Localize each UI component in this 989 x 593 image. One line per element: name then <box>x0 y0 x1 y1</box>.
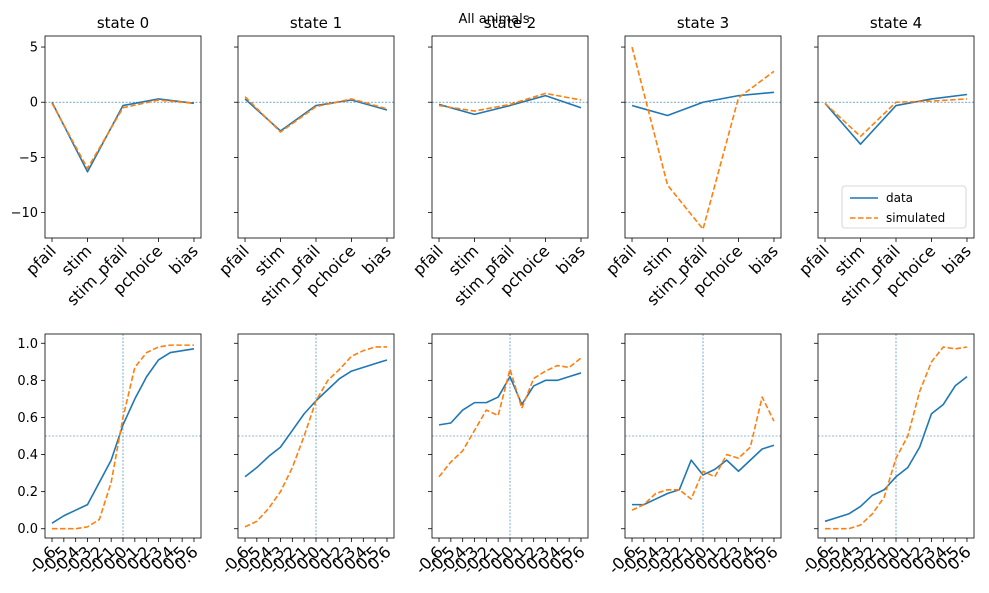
axes-frame <box>431 35 589 239</box>
series-line-simulated <box>825 346 968 530</box>
series-line-simulated <box>631 396 775 511</box>
series-line-simulated <box>438 357 582 478</box>
series-line-data <box>632 444 775 506</box>
x-tick-label: bias <box>938 241 975 278</box>
series-line-data <box>438 372 582 426</box>
panel-title: state 1 <box>290 14 342 32</box>
axes-frame <box>237 35 395 239</box>
y-tick-label: 0.6 <box>17 411 38 426</box>
axes-frame <box>44 35 202 239</box>
series-line-simulated <box>244 96 388 133</box>
psychometric-panel-state-3: -0.6-0.5-0.4-0.3-0.2-0.10.00.10.20.30.40… <box>604 333 782 578</box>
figure-title: All animals <box>458 12 529 27</box>
weights-panel-state-4: state 4pfailstimstim_pfailpchoicebiasdat… <box>795 14 975 310</box>
psychometric-panel-state-0: 1.00.80.60.40.20.0-0.6-0.5-0.4-0.3-0.2-0… <box>17 333 202 578</box>
weights-panel-state-0: state 050−5−10pfailstimstim_pfailpchoice… <box>11 14 202 310</box>
series-line-simulated <box>631 46 775 230</box>
y-tick-label: −5 <box>19 151 38 166</box>
series-line-simulated <box>52 344 194 530</box>
legend-box <box>841 185 967 229</box>
series-line-simulated <box>244 346 387 528</box>
x-tick-label: bias <box>745 241 782 278</box>
y-tick-label: 1.0 <box>17 337 38 352</box>
series-line-data <box>631 91 775 117</box>
panel-title: state 2 <box>484 14 536 32</box>
x-tick-label: pfail <box>602 241 640 279</box>
y-tick-label: −10 <box>11 206 38 221</box>
panel-title: state 0 <box>97 14 149 32</box>
legend-label-simulated: simulated <box>886 211 945 225</box>
series-line-simulated <box>51 99 195 170</box>
series-line-simulated <box>824 98 968 138</box>
x-tick-label: bias <box>165 241 202 278</box>
y-tick-label: 0.8 <box>17 374 38 389</box>
y-tick-label: 0.4 <box>17 448 38 463</box>
axes-frame <box>624 35 782 239</box>
series-line-simulated <box>438 92 582 112</box>
x-tick-label: pfail <box>795 241 833 279</box>
legend-label-data: data <box>886 191 913 205</box>
y-tick-label: 5 <box>30 41 38 56</box>
psychometric-panel-state-4: -0.6-0.5-0.4-0.3-0.2-0.10.00.10.20.30.40… <box>797 333 975 578</box>
series-line-data <box>51 98 195 173</box>
x-tick-label: pfail <box>409 241 447 279</box>
y-tick-label: 0.0 <box>17 522 38 537</box>
x-tick-label: pfail <box>215 241 253 279</box>
x-tick-label: pfail <box>22 241 60 279</box>
x-tick-label: bias <box>552 241 589 278</box>
series-line-data <box>824 93 968 145</box>
psychometric-panel-state-2: -0.6-0.5-0.4-0.3-0.2-0.10.00.10.20.30.40… <box>411 333 589 578</box>
series-line-data <box>824 376 968 523</box>
panel-title: state 4 <box>870 14 922 32</box>
series-line-data <box>51 348 195 524</box>
y-tick-label: 0 <box>30 96 38 111</box>
panel-title: state 3 <box>677 14 729 32</box>
series-line-data <box>438 94 582 116</box>
y-tick-label: 0.2 <box>17 485 38 500</box>
x-tick-label: bias <box>358 241 395 278</box>
psychometric-panel-state-1: -0.6-0.5-0.4-0.3-0.2-0.10.00.10.20.30.40… <box>217 333 395 578</box>
subplot-grid: state 050−5−10pfailstimstim_pfailpchoice… <box>11 14 975 578</box>
